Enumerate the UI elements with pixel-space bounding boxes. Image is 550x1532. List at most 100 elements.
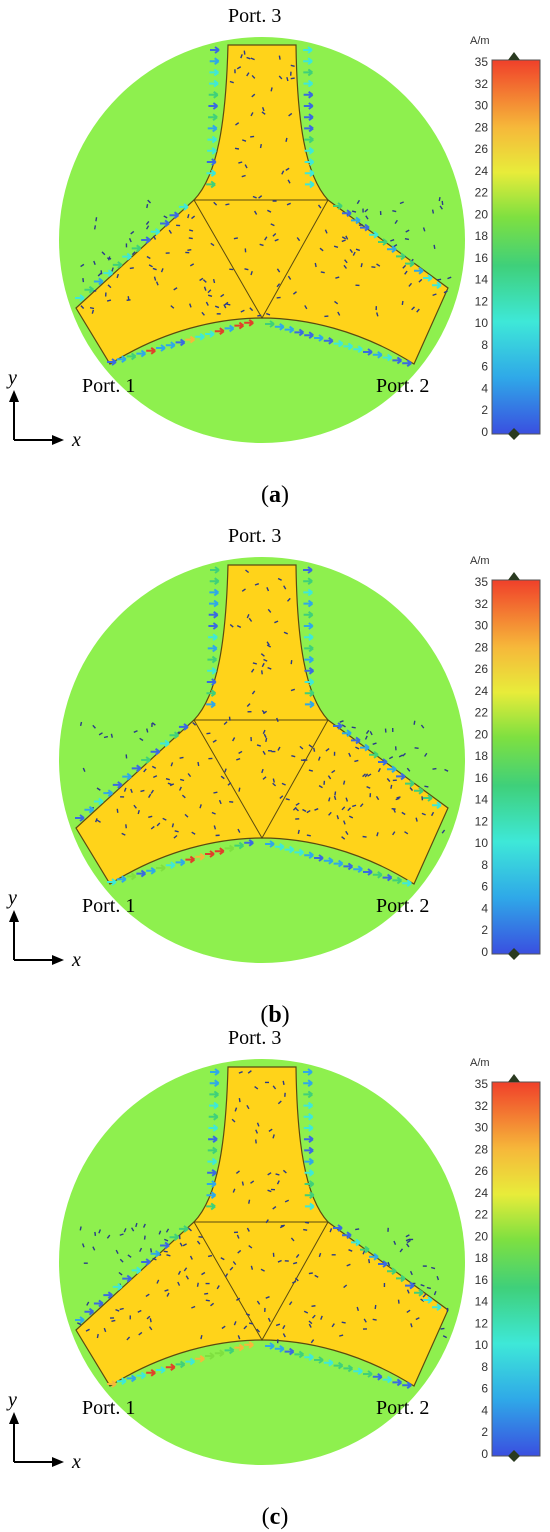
- current-vector: [82, 767, 86, 772]
- current-vector: [404, 831, 409, 835]
- current-vector: [335, 276, 340, 279]
- current-vector: [98, 732, 103, 736]
- current-vector: [243, 1325, 248, 1330]
- current-vector: [265, 737, 268, 743]
- current-vector: [284, 1199, 290, 1203]
- current-vector: [116, 273, 119, 279]
- current-vector: [341, 1321, 346, 1324]
- edge-current-arrow: [274, 1345, 285, 1353]
- edge-current-arrow: [294, 328, 304, 337]
- edge-current-arrow: [387, 245, 397, 253]
- colorbar-tick-label: 30: [475, 99, 489, 113]
- colorbar-tick-label: 35: [475, 1077, 489, 1091]
- edge-current-arrow: [205, 1352, 215, 1360]
- triangle-center: [193, 1221, 329, 1342]
- edge-current-arrow: [141, 756, 151, 764]
- current-vector: [251, 74, 256, 79]
- current-vector: [349, 248, 353, 254]
- edge-current-arrow: [93, 277, 104, 286]
- current-vector: [404, 238, 410, 241]
- current-vector: [328, 811, 332, 816]
- current-vector: [111, 1319, 116, 1323]
- current-vector: [246, 72, 250, 77]
- edge-current-arrow: [304, 1353, 314, 1361]
- current-vector: [261, 111, 266, 115]
- colorbar-min-marker: [508, 1450, 520, 1462]
- current-vector: [371, 266, 376, 269]
- colorbar-tick-label: 30: [475, 619, 489, 633]
- edge-current-arrow: [392, 356, 402, 365]
- current-vector: [264, 236, 268, 241]
- current-vector: [392, 210, 397, 213]
- current-vector: [267, 666, 272, 670]
- colorbar-tick-label: 20: [475, 727, 489, 741]
- current-vector: [337, 311, 341, 316]
- current-vector: [256, 1328, 261, 1333]
- edge-current-arrow: [122, 772, 132, 781]
- current-vector: [205, 301, 209, 306]
- current-vector: [247, 1070, 252, 1074]
- current-vector: [246, 1227, 250, 1232]
- current-vector: [409, 1270, 413, 1276]
- current-vector: [341, 236, 347, 240]
- current-vector: [211, 811, 216, 815]
- edge-current-arrow: [304, 644, 314, 653]
- current-vector: [184, 813, 189, 818]
- current-vector: [267, 608, 272, 613]
- edge-current-arrow: [207, 147, 217, 155]
- current-vector: [187, 249, 192, 252]
- current-vector: [119, 1233, 124, 1236]
- edge-current-arrow: [150, 747, 161, 756]
- current-vector: [376, 312, 379, 317]
- current-vector: [153, 775, 158, 779]
- current-vector: [158, 1230, 162, 1235]
- current-vector: [402, 264, 407, 269]
- edge-current-arrow: [169, 211, 180, 219]
- edge-current-arrow: [205, 330, 215, 338]
- edge-current-arrow: [323, 857, 334, 865]
- current-vector: [320, 1315, 323, 1320]
- caption-b: (b): [260, 1002, 290, 1028]
- current-vector: [441, 829, 446, 834]
- current-vector: [119, 1258, 124, 1263]
- edge-current-arrow: [224, 324, 235, 333]
- current-vector: [352, 251, 356, 256]
- edge-current-arrow: [208, 1135, 218, 1143]
- current-vector: [156, 1279, 160, 1284]
- current-vector: [237, 828, 241, 833]
- current-vector: [118, 1271, 123, 1276]
- edge-current-arrow: [206, 1191, 217, 1199]
- edge-current-arrow: [304, 169, 315, 177]
- current-vector: [359, 803, 364, 808]
- current-vector: [147, 199, 152, 204]
- current-vector: [420, 724, 425, 729]
- edge-current-arrow: [378, 1260, 388, 1268]
- current-vector: [341, 724, 346, 728]
- edge-current-arrow: [146, 1369, 156, 1377]
- current-vector: [254, 210, 258, 215]
- edge-current-arrow: [304, 667, 315, 675]
- current-vector: [364, 735, 368, 740]
- colorbar-tick-label: 14: [475, 273, 489, 287]
- current-vector: [237, 1249, 242, 1254]
- port-1-label: Port. 1: [82, 375, 135, 397]
- current-vector: [415, 1317, 420, 1321]
- edge-current-arrow: [244, 1341, 254, 1349]
- edge-current-arrow: [185, 1357, 195, 1366]
- current-vector: [151, 722, 156, 726]
- current-vector: [319, 247, 324, 252]
- current-vector: [390, 239, 395, 242]
- current-vector: [327, 775, 332, 780]
- edge-current-arrow: [185, 335, 195, 344]
- current-vector: [422, 1293, 427, 1298]
- current-vector: [277, 1100, 282, 1105]
- current-vector: [261, 768, 264, 774]
- current-vector: [286, 76, 289, 82]
- current-vector: [204, 1292, 209, 1295]
- current-vector: [210, 242, 215, 247]
- edge-current-arrow: [303, 577, 313, 585]
- colorbar-tick-label: 8: [481, 1360, 488, 1374]
- current-vector: [267, 209, 272, 213]
- current-vector: [274, 238, 279, 242]
- current-vector: [341, 806, 346, 811]
